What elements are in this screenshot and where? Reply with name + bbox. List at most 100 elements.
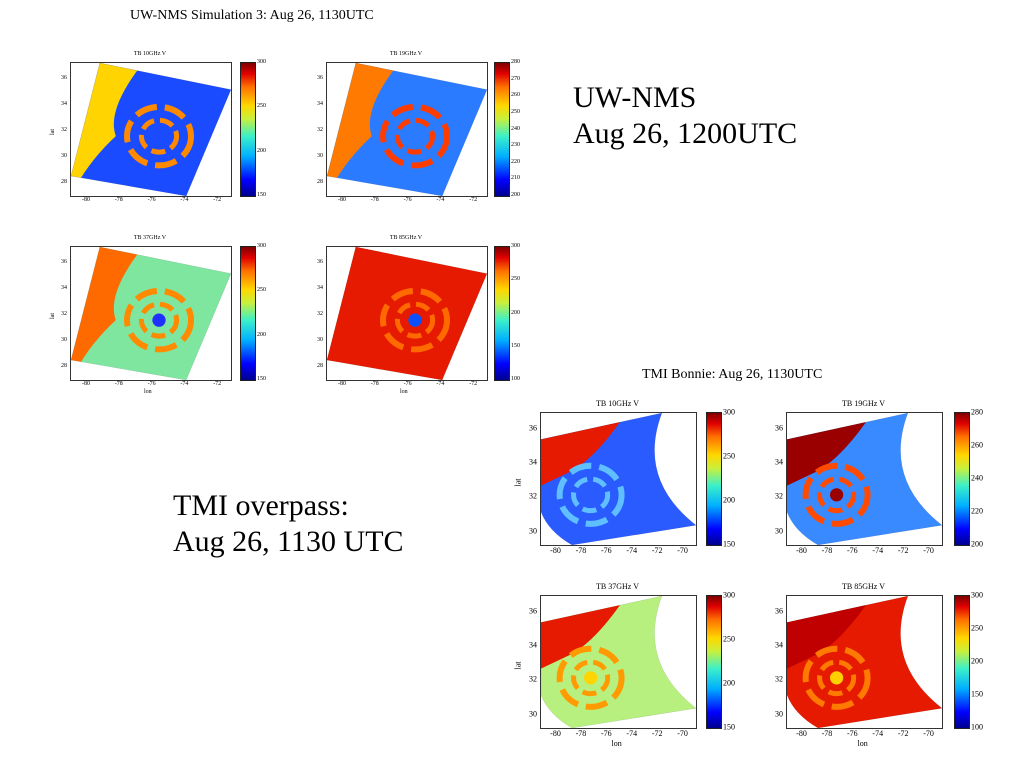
- x-tick-label: -76: [846, 729, 858, 738]
- y-tick-label: 32: [529, 674, 537, 684]
- y-tick-label: 32: [529, 491, 537, 501]
- colorbar-tick-label: 150: [723, 722, 735, 732]
- y-tick-label: 30: [775, 709, 783, 719]
- overpass-label-line2: Aug 26, 1130 UTC: [173, 525, 404, 558]
- uwnms-label-line1: UW-NMS: [573, 81, 697, 114]
- colorbar-tick-label: 300: [257, 243, 266, 249]
- x-tick-label: -72: [651, 729, 663, 738]
- colorbar-tick-label: 270: [511, 75, 520, 82]
- colorbar-tick-label: 250: [511, 276, 520, 283]
- map-field: [327, 63, 487, 196]
- colorbar-tick-label: 300: [723, 590, 735, 600]
- y-tick-label: 32: [775, 674, 783, 684]
- overpass-label-line1: TMI overpass:: [173, 489, 349, 522]
- x-tick-label: -74: [436, 381, 445, 387]
- colorbar-tick-label: 250: [971, 623, 983, 633]
- y-tick-label: 30: [61, 152, 67, 159]
- x-tick-label: -74: [626, 546, 638, 555]
- y-tick-label: 36: [61, 74, 67, 81]
- panel-title: TB 19GHz V: [842, 399, 885, 408]
- x-axis-label: lon: [611, 739, 622, 748]
- x-tick-label: -78: [821, 729, 833, 738]
- y-tick-label: 34: [61, 284, 67, 291]
- colorbar-tick-label: 200: [257, 331, 266, 338]
- x-tick-label: -72: [469, 197, 478, 203]
- y-tick-label: 30: [61, 336, 67, 343]
- colorbar: [240, 62, 256, 197]
- x-tick-label: -76: [147, 197, 156, 203]
- colorbar-tick-label: 300: [971, 590, 983, 600]
- x-tick-label: -78: [114, 381, 123, 387]
- x-tick-label: -74: [626, 729, 638, 738]
- x-tick-label: -70: [677, 546, 688, 555]
- map-canvas: [541, 596, 696, 728]
- x-tick-label: -80: [550, 546, 561, 555]
- tmi-title: TMI Bonnie: Aug 26, 1130UTC: [642, 367, 823, 382]
- panel-title: TB 85GHz V: [389, 235, 423, 241]
- overpass-label: TMI overpass: Aug 26, 1130 UTC: [173, 488, 404, 560]
- colorbar-tick-label: 220: [971, 506, 983, 516]
- map-canvas: [71, 63, 231, 196]
- y-tick-label: 30: [529, 526, 537, 536]
- y-tick-label: 36: [317, 74, 323, 81]
- x-tick-label: -74: [872, 729, 884, 738]
- y-tick-label: 32: [61, 310, 67, 317]
- x-tick-label: -74: [180, 381, 189, 387]
- colorbar-tick-label: 230: [511, 142, 520, 149]
- x-tick-label: -78: [575, 546, 587, 555]
- x-tick-label: -72: [213, 381, 222, 387]
- x-tick-label: -80: [82, 197, 90, 203]
- colorbar: [240, 246, 256, 381]
- map-plot: [70, 246, 232, 381]
- colorbar-tick-label: 200: [511, 309, 520, 316]
- y-tick-label: 36: [775, 606, 783, 616]
- map-canvas: [541, 413, 696, 545]
- map-plot: [786, 412, 943, 546]
- x-tick-label: -72: [897, 729, 909, 738]
- y-tick-label: 34: [775, 457, 783, 467]
- x-tick-label: -78: [370, 197, 379, 203]
- map-plot: [326, 62, 488, 197]
- y-tick-label: 32: [61, 126, 67, 133]
- x-tick-label: -78: [821, 546, 833, 555]
- x-tick-label: -80: [796, 546, 807, 555]
- map-field: [71, 247, 231, 380]
- x-tick-label: -76: [600, 546, 612, 555]
- map-field: [327, 247, 487, 380]
- colorbar-tick-label: 250: [511, 108, 520, 115]
- panel-title: TB 85GHz V: [842, 582, 885, 591]
- map-canvas: [71, 247, 231, 380]
- colorbar-tick-label: 300: [257, 59, 266, 65]
- y-tick-label: 30: [775, 526, 783, 536]
- x-tick-label: -70: [923, 546, 934, 555]
- colorbar-tick-label: 200: [257, 147, 266, 154]
- y-tick-label: 30: [529, 709, 537, 719]
- x-tick-label: -72: [469, 381, 478, 387]
- map-field: [541, 596, 696, 728]
- x-tick-label: -76: [147, 381, 156, 387]
- x-tick-label: -76: [846, 546, 858, 555]
- x-tick-label: -72: [897, 546, 909, 555]
- y-axis-label: lat: [50, 312, 56, 319]
- y-axis-label: lat: [513, 661, 523, 670]
- x-tick-label: -70: [677, 729, 688, 738]
- y-tick-label: 34: [529, 640, 537, 650]
- map-field: [541, 413, 696, 545]
- y-tick-label: 34: [317, 100, 323, 107]
- colorbar-tick-label: 280: [511, 59, 520, 65]
- map-canvas: [327, 63, 487, 196]
- x-tick-label: -76: [403, 381, 412, 387]
- x-axis-label: lon: [400, 389, 408, 395]
- y-tick-label: 28: [317, 362, 323, 369]
- y-tick-label: 32: [317, 126, 323, 133]
- colorbar-tick-label: 200: [723, 678, 735, 688]
- map-plot: [540, 412, 697, 546]
- y-axis-label: lat: [50, 128, 56, 135]
- x-tick-label: -80: [338, 197, 346, 203]
- colorbar-tick-label: 250: [723, 634, 735, 644]
- colorbar: [706, 412, 722, 546]
- map-plot: [540, 595, 697, 729]
- colorbar-tick-label: 250: [257, 287, 266, 294]
- simulation-title: UW-NMS Simulation 3: Aug 26, 1130UTC: [130, 8, 374, 23]
- colorbar-tick-label: 240: [971, 473, 983, 483]
